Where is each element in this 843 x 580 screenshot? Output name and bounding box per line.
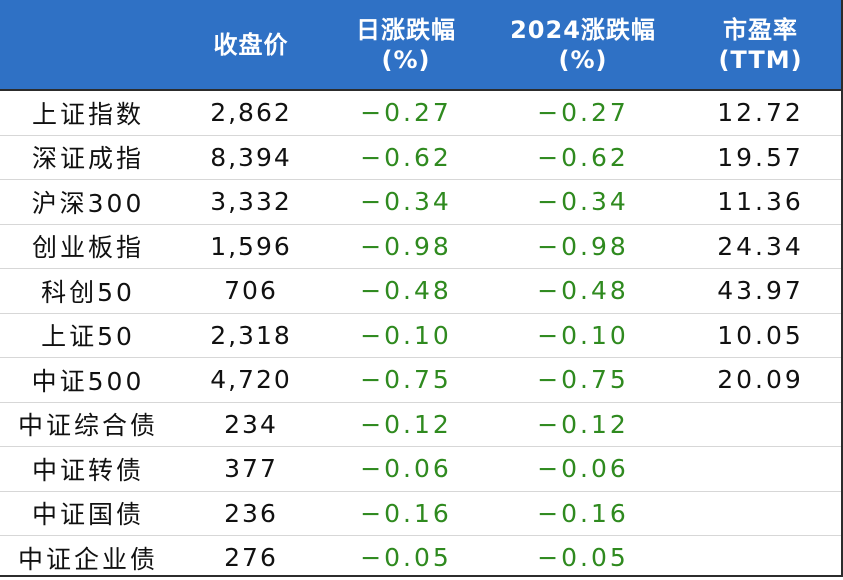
table-row: 深证成指 8,394 −0.62 −0.62 19.57 — [0, 135, 841, 180]
daily-change-cell: −0.12 — [326, 402, 486, 447]
ytd-change-cell: −0.10 — [486, 313, 680, 358]
pe-ratio-cell — [680, 446, 841, 492]
header-ytd-change-line2: (%) — [558, 45, 608, 74]
close-price-cell: 1,596 — [176, 224, 326, 269]
header-close-price: 收盘价 — [176, 0, 326, 91]
table-row: 科创50 706 −0.48 −0.48 43.97 — [0, 268, 841, 314]
index-name-cell: 深证成指 — [0, 135, 176, 180]
header-pe-ratio-line2: (TTM) — [718, 45, 803, 74]
daily-change-cell: −0.98 — [326, 224, 486, 269]
daily-change-cell: −0.48 — [326, 268, 486, 314]
table-body: 上证指数 2,862 −0.27 −0.27 12.72 深证成指 8,394 … — [0, 90, 841, 580]
close-price-cell: 4,720 — [176, 357, 326, 403]
table-row: 上证50 2,318 −0.10 −0.10 10.05 — [0, 313, 841, 358]
index-name-cell: 沪深300 — [0, 179, 176, 225]
close-price-cell: 234 — [176, 402, 326, 447]
daily-change-cell: −0.10 — [326, 313, 486, 358]
index-name-cell: 中证500 — [0, 357, 176, 403]
ytd-change-cell: −0.75 — [486, 357, 680, 403]
header-ytd-change-line1: 2024涨跌幅 — [510, 15, 656, 44]
index-name-cell: 创业板指 — [0, 224, 176, 269]
table-row: 中证企业债 276 −0.05 −0.05 — [0, 536, 841, 580]
pe-ratio-cell: 24.34 — [680, 224, 841, 269]
index-name-cell: 中证转债 — [0, 446, 176, 492]
close-price-cell: 377 — [176, 446, 326, 492]
ytd-change-cell: −0.98 — [486, 224, 680, 269]
header-daily-change: 日涨跌幅 (%) — [326, 0, 486, 91]
header-daily-change-line2: (%) — [381, 45, 431, 74]
pe-ratio-cell: 12.72 — [680, 90, 841, 136]
header-close-price-label: 收盘价 — [213, 30, 289, 59]
daily-change-cell: −0.62 — [326, 135, 486, 180]
close-price-cell: 3,332 — [176, 179, 326, 225]
close-price-cell: 2,862 — [176, 90, 326, 136]
close-price-cell: 276 — [224, 543, 278, 573]
daily-change-cell: −0.75 — [326, 357, 486, 403]
ytd-change-cell: −0.16 — [486, 491, 680, 536]
ytd-change-cell: −0.34 — [486, 179, 680, 225]
index-name-cell: 上证50 — [0, 313, 176, 358]
daily-change-cell: −0.05 — [360, 543, 452, 573]
ytd-change-cell: −0.12 — [486, 402, 680, 447]
table-row: 上证指数 2,862 −0.27 −0.27 12.72 — [0, 90, 841, 136]
pe-ratio-cell: 11.36 — [680, 179, 841, 225]
header-daily-change-line1: 日涨跌幅 — [356, 15, 456, 44]
table-row: 沪深300 3,332 −0.34 −0.34 11.36 — [0, 179, 841, 225]
header-pe-ratio: 市盈率 (TTM) — [680, 0, 841, 91]
index-name-cell: 中证国债 — [0, 491, 176, 536]
pe-ratio-cell: 43.97 — [680, 268, 841, 314]
table-row: 中证转债 377 −0.06 −0.06 — [0, 446, 841, 492]
close-price-cell: 236 — [176, 491, 326, 536]
pe-ratio-cell — [680, 491, 841, 536]
ytd-change-cell: −0.48 — [486, 268, 680, 314]
index-name-cell: 中证综合债 — [0, 402, 176, 447]
close-price-cell: 8,394 — [176, 135, 326, 180]
pe-ratio-cell — [680, 402, 841, 447]
daily-change-cell: −0.16 — [326, 491, 486, 536]
table-row: 创业板指 1,596 −0.98 −0.98 24.34 — [0, 224, 841, 269]
daily-change-cell: −0.27 — [326, 90, 486, 136]
header-row: 收盘价 日涨跌幅 (%) 2024涨跌幅 (%) 市盈率 (TTM) — [0, 0, 841, 91]
table-row: 中证500 4,720 −0.75 −0.75 20.09 — [0, 357, 841, 403]
ytd-change-cell: −0.27 — [486, 90, 680, 136]
header-ytd-change: 2024涨跌幅 (%) — [486, 0, 680, 91]
daily-change-cell: −0.06 — [326, 446, 486, 492]
close-price-cell: 706 — [176, 268, 326, 314]
pe-ratio-cell — [680, 536, 841, 580]
index-name-cell: 科创50 — [0, 268, 176, 314]
pe-ratio-cell: 10.05 — [680, 313, 841, 358]
ytd-change-cell: −0.06 — [486, 446, 680, 492]
table-row: 中证综合债 234 −0.12 −0.12 — [0, 402, 841, 447]
close-price-cell: 2,318 — [176, 313, 326, 358]
pe-ratio-cell: 20.09 — [680, 357, 841, 403]
index-name-cell: 上证指数 — [0, 90, 176, 136]
header-pe-ratio-line1: 市盈率 — [723, 15, 798, 44]
ytd-change-cell: −0.62 — [486, 135, 680, 180]
index-name-cell: 中证企业债 — [17, 544, 158, 574]
table-header: 收盘价 日涨跌幅 (%) 2024涨跌幅 (%) 市盈率 (TTM) — [0, 0, 841, 91]
header-index-name — [0, 0, 176, 91]
table-row: 中证国债 236 −0.16 −0.16 — [0, 491, 841, 536]
pe-ratio-cell: 19.57 — [680, 135, 841, 180]
daily-change-cell: −0.34 — [326, 179, 486, 225]
ytd-change-cell: −0.05 — [537, 543, 629, 573]
